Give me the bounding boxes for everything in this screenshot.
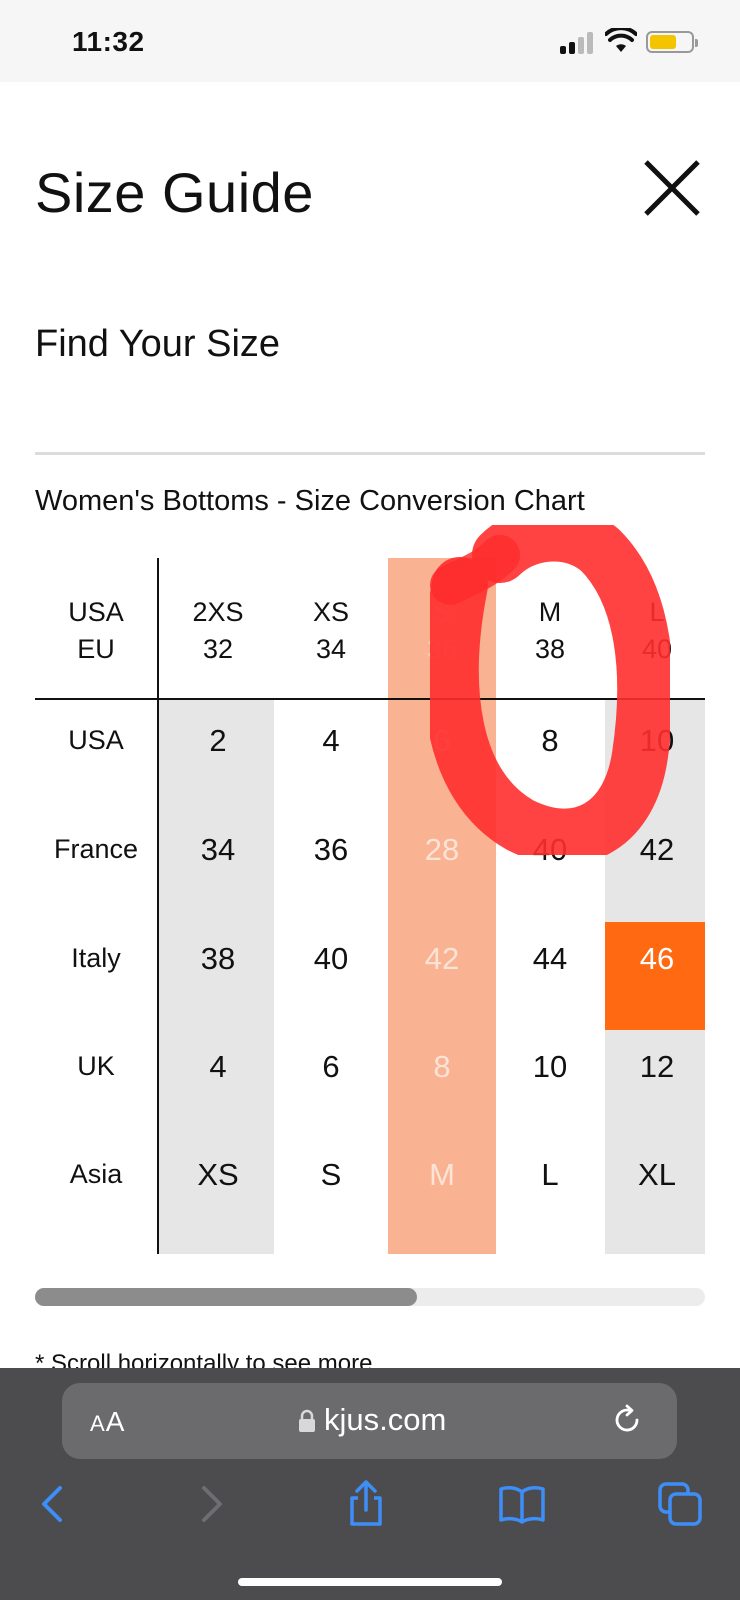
column-header-usa: XS bbox=[312, 597, 350, 627]
header-label-eu: EU bbox=[77, 634, 115, 664]
header-label-usa: USA bbox=[68, 597, 124, 627]
find-your-size-heading: Find Your Size bbox=[35, 323, 281, 365]
horizontal-scrollbar[interactable] bbox=[35, 1288, 705, 1306]
table-cell-highlighted: 46 bbox=[639, 941, 675, 976]
close-icon bbox=[644, 160, 700, 216]
header-label-cell: USA EU bbox=[41, 594, 151, 668]
cellular-signal-icon bbox=[560, 30, 596, 54]
table-cell: 8 bbox=[541, 723, 559, 758]
table-cell: 36 bbox=[313, 832, 349, 867]
row-label-italy: Italy bbox=[71, 943, 121, 973]
column-header-eu: 36 bbox=[426, 634, 458, 664]
battery-icon bbox=[646, 31, 698, 53]
table-cell: XL bbox=[638, 1157, 676, 1192]
column-header: S 36 bbox=[387, 594, 497, 668]
lock-icon bbox=[299, 1409, 315, 1432]
row-label-usa: USA bbox=[68, 725, 124, 755]
scrollbar-thumb[interactable] bbox=[35, 1288, 417, 1306]
column-header-eu: 40 bbox=[641, 634, 673, 664]
wifi-icon bbox=[605, 28, 637, 52]
column-bg-2xs bbox=[157, 698, 274, 1254]
header-column-divider bbox=[157, 558, 159, 1254]
text-size-small-a: A bbox=[90, 1411, 106, 1436]
table-cell: 34 bbox=[200, 832, 236, 867]
column-header-eu: 34 bbox=[315, 634, 347, 664]
table-cell: 2 bbox=[209, 723, 227, 758]
table-cell: 4 bbox=[322, 723, 340, 758]
share-icon[interactable] bbox=[342, 1480, 390, 1528]
table-cell: 6 bbox=[433, 723, 451, 758]
column-header-usa: S bbox=[432, 597, 451, 627]
column-header: 2XS 32 bbox=[163, 594, 273, 668]
table-cell: 10 bbox=[532, 1049, 568, 1084]
table-cell: 40 bbox=[313, 941, 349, 976]
table-cell: 6 bbox=[322, 1049, 340, 1084]
browser-toolbar: AA kjus.com bbox=[0, 1368, 740, 1600]
table-cell: L bbox=[541, 1157, 559, 1192]
url-text: kjus.com bbox=[324, 1402, 447, 1437]
address-bar[interactable]: AA kjus.com bbox=[62, 1383, 677, 1459]
bookmarks-icon[interactable] bbox=[498, 1480, 546, 1528]
size-chart-title: Women's Bottoms - Size Conversion Chart bbox=[35, 485, 585, 517]
column-header-eu: 38 bbox=[534, 634, 566, 664]
table-cell: 40 bbox=[532, 832, 568, 867]
text-size-button[interactable]: AA bbox=[90, 1406, 125, 1438]
header-row-divider bbox=[35, 698, 705, 700]
table-cell: S bbox=[320, 1157, 342, 1192]
table-cell: 10 bbox=[639, 723, 675, 758]
column-header-usa: M bbox=[538, 597, 562, 627]
size-conversion-table[interactable]: USA EU 2XS 32 XS 34 S 36 M 38 L 40 USA 2… bbox=[35, 558, 705, 1254]
forward-icon[interactable] bbox=[186, 1480, 234, 1528]
table-cell: 44 bbox=[532, 941, 568, 976]
column-header-eu: 32 bbox=[202, 634, 234, 664]
table-cell: 8 bbox=[433, 1049, 451, 1084]
row-label-uk: UK bbox=[77, 1051, 115, 1081]
table-cell: 42 bbox=[424, 941, 460, 976]
table-cell: XS bbox=[197, 1157, 239, 1192]
column-header: L 40 bbox=[602, 594, 712, 668]
column-header: M 38 bbox=[495, 594, 605, 668]
column-header: XS 34 bbox=[276, 594, 386, 668]
home-indicator[interactable] bbox=[238, 1578, 502, 1586]
close-button[interactable] bbox=[640, 156, 704, 220]
row-label-france: France bbox=[53, 834, 139, 864]
table-cell: 38 bbox=[200, 941, 236, 976]
status-time: 11:32 bbox=[72, 26, 145, 57]
page-title: Size Guide bbox=[35, 161, 314, 224]
divider bbox=[35, 452, 705, 455]
highlighted-cell bbox=[605, 922, 705, 1030]
text-size-big-a: A bbox=[105, 1406, 126, 1437]
table-cell: 4 bbox=[209, 1049, 227, 1084]
tabs-icon[interactable] bbox=[656, 1480, 704, 1528]
reload-icon[interactable] bbox=[610, 1403, 644, 1437]
table-cell: M bbox=[429, 1157, 455, 1192]
table-cell: 28 bbox=[424, 832, 460, 867]
status-bar: 11:32 bbox=[0, 0, 740, 82]
row-label-asia: Asia bbox=[69, 1159, 123, 1189]
back-icon[interactable] bbox=[30, 1480, 78, 1528]
table-cell: 12 bbox=[639, 1049, 675, 1084]
table-cell: 42 bbox=[639, 832, 675, 867]
column-header-usa: L bbox=[649, 597, 665, 627]
column-header-usa: 2XS bbox=[192, 597, 244, 627]
